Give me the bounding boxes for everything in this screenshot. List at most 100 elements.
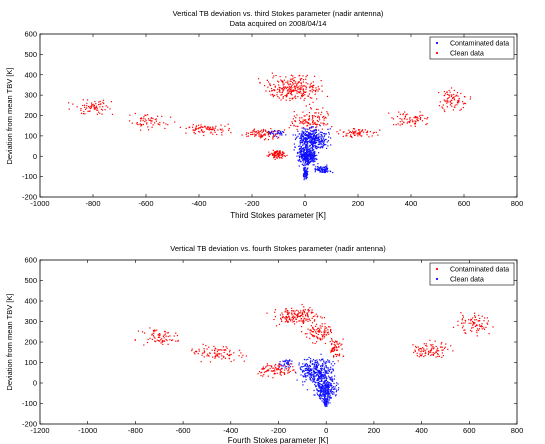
plot-2-data-point xyxy=(278,366,280,368)
plot-2-data-point xyxy=(293,312,295,314)
plot-2-data-point xyxy=(464,322,466,324)
plot-1-data-point xyxy=(129,120,131,122)
plot-1-data-point xyxy=(306,149,308,151)
plot-1-data-point xyxy=(287,89,289,91)
plot-2-data-point xyxy=(335,346,337,348)
plot-2-data-point xyxy=(311,322,314,324)
plot-2-data-point xyxy=(429,351,431,353)
plot-2-data-point xyxy=(332,340,334,343)
plot-2-data-point xyxy=(334,386,336,388)
plot-2-data-point xyxy=(310,376,313,378)
plot-2-data-point xyxy=(326,397,329,399)
plot-1-data-point xyxy=(292,97,294,99)
plot-2-data-point xyxy=(310,330,312,332)
plot-2-data-point xyxy=(481,315,483,317)
plot-2-data-point xyxy=(310,372,313,374)
plot-1-data-point xyxy=(277,131,279,133)
plot-1-data-point xyxy=(94,108,97,110)
plot-1-data-point xyxy=(279,75,281,78)
plot-1-data-point xyxy=(157,115,159,117)
plot-2-data-point xyxy=(260,372,262,374)
plot-2-data-point xyxy=(151,333,153,335)
plot-1-data-point xyxy=(281,134,283,136)
plot-2-data-point xyxy=(153,332,155,335)
plot-2-data-point xyxy=(285,308,288,310)
plot-1-data-point xyxy=(279,86,281,89)
plot-1-data-point xyxy=(343,131,345,133)
plot-2-data-point xyxy=(470,322,472,324)
plot-2-data-point xyxy=(325,370,327,372)
plot-1-data-point xyxy=(299,142,302,144)
plot-1-data-point xyxy=(144,114,146,116)
plot-1-data-point xyxy=(312,143,314,146)
plot-1-data-point xyxy=(298,88,300,90)
plot-2-data-point xyxy=(287,315,290,317)
plot-2-data-point xyxy=(419,347,421,350)
plot-2-data-point xyxy=(307,328,309,330)
plot-1-title: Vertical TB deviation vs. third Stokes p… xyxy=(173,9,384,18)
plot-2-data-point xyxy=(492,326,494,328)
plot-1-data-point xyxy=(241,134,243,136)
plot-2-data-point xyxy=(160,339,162,341)
plot-1-data-point xyxy=(253,133,255,135)
plot-2-data-point xyxy=(335,341,337,343)
plot-1-data-point xyxy=(354,130,356,133)
plot-2-data-point xyxy=(330,350,332,352)
plot-2-data-point xyxy=(309,372,311,375)
plot-1-data-point xyxy=(298,92,300,94)
plot-1-data-point xyxy=(307,163,309,165)
plot-1-data-point xyxy=(268,133,270,135)
plot-1-data-point xyxy=(214,131,216,133)
plot-1-data-point xyxy=(278,86,280,89)
plot-2-data-point xyxy=(156,329,158,331)
plot-1-data-point xyxy=(416,118,418,120)
plot-1-data-point xyxy=(311,136,313,138)
plot-1-data-point xyxy=(413,123,416,125)
plot-1-data-point xyxy=(311,155,313,157)
plot-2-data-point xyxy=(303,376,305,378)
plot-2-data-point xyxy=(329,384,331,386)
plot-1-data-point xyxy=(198,130,200,133)
plot-1-data-point xyxy=(289,92,292,95)
plot-1-data-point xyxy=(426,118,428,120)
plot-1-data-point xyxy=(278,155,280,157)
plot-2-data-point xyxy=(285,362,288,364)
plot-2-data-point xyxy=(333,346,336,349)
plot-2-data-point xyxy=(318,376,320,378)
plot-2-data-point xyxy=(330,376,332,379)
plot-2-data-point xyxy=(427,351,430,353)
plot-2-data-point xyxy=(321,374,323,377)
plot-1-data-point xyxy=(308,153,310,155)
plot-1-data-point xyxy=(252,130,254,132)
plot-1-data-point xyxy=(140,124,143,126)
plot-1-data-point xyxy=(312,132,314,135)
plot-2-data-point xyxy=(287,361,289,363)
plot-2-data-point xyxy=(317,362,319,364)
plot-1-data-point xyxy=(161,115,163,117)
plot-1-data-point xyxy=(306,152,308,154)
plot-1-data-point xyxy=(313,138,315,140)
plot-2-data-point xyxy=(241,356,243,358)
plot-2-data-point xyxy=(437,355,439,358)
plot-2-data-point xyxy=(282,316,284,318)
plot-2-data-point xyxy=(430,344,432,346)
plot-1-data-point xyxy=(308,117,311,120)
plot-1-data-point xyxy=(274,151,276,153)
plot-2-data-point xyxy=(317,370,319,372)
plot-2-data-point xyxy=(305,314,307,316)
plot-1-data-point xyxy=(446,91,448,93)
plot-1-data-point xyxy=(304,130,307,132)
plot-2-data-point xyxy=(297,310,299,312)
plot-2-data-point xyxy=(292,321,294,323)
plot-2-data-point xyxy=(291,310,293,312)
plot-2-data-point xyxy=(418,350,420,352)
plot-1-data-point xyxy=(306,125,308,127)
plot-2-data-point xyxy=(464,320,467,322)
plot-1-data-point xyxy=(450,87,453,89)
plot-1-data-point xyxy=(321,144,323,146)
plot-2-data-point xyxy=(486,322,488,324)
plot-1-data-point xyxy=(306,153,308,155)
plot-2-ytick-label: -200 xyxy=(22,420,37,429)
plot-1-data-point xyxy=(339,129,341,131)
plot-2-data-point xyxy=(325,382,328,384)
